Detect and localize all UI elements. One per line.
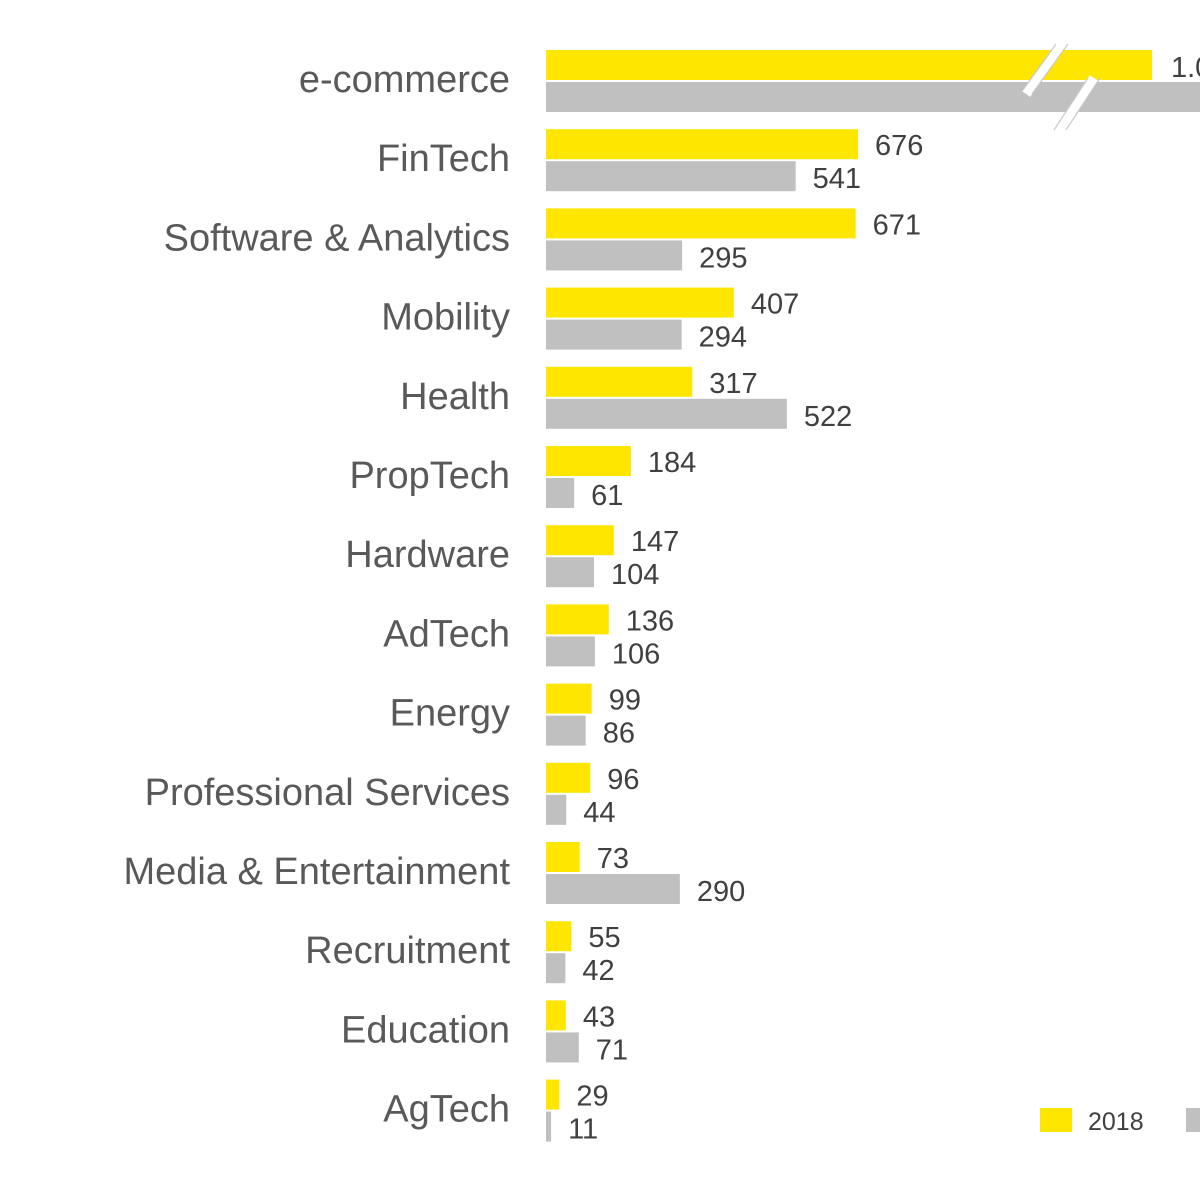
value-label-2018: 29 xyxy=(576,1081,608,1113)
value-label-2018: 1.0 xyxy=(1171,52,1200,84)
category-label: FinTech xyxy=(377,138,510,180)
bar-series-2 xyxy=(546,398,787,429)
category-label: Media & Entertainment xyxy=(123,851,510,893)
value-label-series-2: 541 xyxy=(813,163,861,195)
legend-swatch-series-2 xyxy=(1186,1108,1200,1132)
category-label: Professional Services xyxy=(145,772,510,814)
value-label-2018: 136 xyxy=(626,605,674,637)
value-label-2018: 317 xyxy=(709,368,757,400)
category-label: Mobility xyxy=(381,297,510,339)
value-label-series-2: 11 xyxy=(568,1114,598,1146)
bar-2018 xyxy=(546,208,856,239)
bar-series-2 xyxy=(546,715,586,746)
axis-break-edge xyxy=(1065,77,1101,131)
legend-swatch-2018 xyxy=(1040,1108,1072,1132)
bar-series-2 xyxy=(546,161,796,192)
value-label-2018: 99 xyxy=(609,685,641,717)
bar-series-2 xyxy=(546,1111,552,1142)
category-label: AdTech xyxy=(383,613,510,655)
bar-series-2 xyxy=(546,636,595,667)
bar-2018 xyxy=(546,366,693,397)
category-label: PropTech xyxy=(349,455,510,497)
value-label-series-2: 86 xyxy=(603,718,635,750)
bar-2018 xyxy=(546,287,734,318)
category-label: e-commerce xyxy=(299,59,510,101)
value-label-2018: 676 xyxy=(875,130,923,162)
bar-series-2 xyxy=(546,319,682,350)
axis-break-mark xyxy=(1055,75,1099,133)
value-label-2018: 184 xyxy=(648,447,696,479)
axis-break-edge xyxy=(1031,43,1069,95)
bar-2018 xyxy=(546,446,631,476)
axis-break-edge xyxy=(1053,77,1089,131)
value-label-2018: 96 xyxy=(607,764,639,796)
value-label-series-2: 295 xyxy=(699,242,747,274)
value-label-2018: 407 xyxy=(751,289,799,321)
bar-2018 xyxy=(546,525,614,556)
value-label-2018: 43 xyxy=(583,1001,615,1033)
bar-2018 xyxy=(546,921,572,952)
value-label-series-2: 61 xyxy=(591,480,623,512)
value-label-2018: 73 xyxy=(597,843,629,875)
bar-2018 xyxy=(546,683,592,714)
value-label-2018: 147 xyxy=(631,526,679,558)
bar-2018 xyxy=(546,604,609,635)
category-label: Hardware xyxy=(345,534,510,576)
bar-series-2 xyxy=(546,82,1200,112)
bar-2018 xyxy=(546,1000,566,1031)
category-label: Recruitment xyxy=(305,930,510,972)
value-label-2018: 671 xyxy=(873,209,921,241)
value-label-series-2: 44 xyxy=(583,797,615,829)
category-label: AgTech xyxy=(383,1089,510,1131)
bar-2018 xyxy=(546,1079,560,1110)
category-label: Software & Analytics xyxy=(164,217,510,259)
bar-series-2 xyxy=(546,794,567,825)
bar-series-2 xyxy=(546,478,575,508)
bar-series-2 xyxy=(546,953,566,984)
bar-2018 xyxy=(546,129,858,160)
axis-break-edge xyxy=(1019,43,1057,95)
value-label-series-2: 290 xyxy=(697,876,745,908)
value-label-series-2: 294 xyxy=(699,322,747,354)
value-label-series-2: 104 xyxy=(611,559,659,591)
bar-series-2 xyxy=(546,240,683,271)
axis-break-mark xyxy=(1021,41,1067,97)
bar-series-2 xyxy=(546,874,680,904)
bar-2018 xyxy=(546,762,591,793)
value-label-series-2: 522 xyxy=(804,401,852,433)
bar-series-2 xyxy=(546,1032,579,1063)
category-label: Education xyxy=(341,1009,510,1051)
category-label: Health xyxy=(400,376,510,418)
value-label-series-2: 42 xyxy=(582,955,614,987)
bar-series-2 xyxy=(546,557,594,588)
value-label-2018: 55 xyxy=(588,922,620,954)
bar-2018 xyxy=(546,842,580,872)
legend-label-2018: 2018 xyxy=(1088,1108,1144,1136)
value-label-series-2: 106 xyxy=(612,638,660,670)
value-label-series-2: 71 xyxy=(596,1034,628,1066)
category-label: Energy xyxy=(390,693,510,735)
